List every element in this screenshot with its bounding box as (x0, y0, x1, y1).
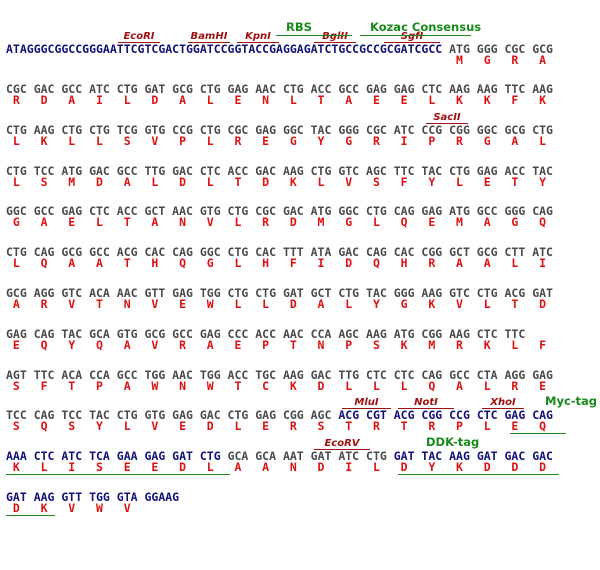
dna-sequence-line: GAG CAG TAC GCA GTG GCG GCC GAG CCC ACC … (6, 328, 525, 340)
protein-translation-line: A R V T N V E W L L D A L Y G K V L T D (6, 297, 547, 311)
protein-translation-line: G A E L T A N V L R D M G L Q E M A G Q (6, 215, 547, 230)
dna-segment: ACG CGT ACG CGG CCG CTC GAG CAG (338, 408, 553, 423)
restriction-site-label: KpnI (245, 31, 271, 42)
restriction-site-label: SacII (433, 111, 461, 123)
restriction-site-label: EcoRV (324, 438, 360, 450)
restriction-site-label: SgfI (400, 31, 424, 42)
dna-segment: GGC GCC GAG CTC ACC GCT AAC GTG CTG CGC … (6, 204, 553, 219)
protein-translation-line: L Q A A T H Q G L H F I D Q H R A A L I (6, 256, 547, 271)
dna-sequence-line: CTG CAG GCG GCC ACG CAC CAG GGC CTG CAC … (6, 246, 553, 258)
feature-underline (360, 35, 471, 36)
restriction-site-underline (237, 42, 279, 43)
dna-sequence-line: AAA CTC ATC TCA GAA GAG GAT CTG GCA GCA … (6, 450, 553, 462)
dna-sequence-line: ATAGGGCGGCCGGGAATTCGTCGACTGGATCCGGTACCGA… (6, 43, 553, 55)
dna-segment: AGT TTC ACA CCA GCC TGG AAC TGG ACC TGC … (6, 367, 553, 382)
protein-translation-line: R D A I L D A L E N L T A E E L K K F K (6, 93, 547, 107)
protein-tag-underline (6, 474, 230, 476)
restriction-site-label: NotI (414, 397, 438, 409)
restriction-site-underline (314, 42, 356, 43)
protein-translation-line: K L I S E E D L A A N D I L D Y K D D D (6, 460, 547, 475)
feature-label: Myc-tag (545, 394, 598, 409)
dna-sequence-line: TCC CAG TCC TAC CTG GTG GAG GAC CTG GAG … (6, 409, 553, 421)
feature-underline (276, 35, 352, 36)
dna-segment: ATAGGGCGGCCGGGAATTCGTCGACTGGATCCGGTACCGA… (6, 42, 443, 56)
dna-segment: CGC GAC GCC ATC CTG GAT GCG CTG GAG AAC … (6, 82, 553, 96)
protein-tag-underline (398, 474, 559, 476)
dna-segment: GAT TAC AAG GAT GAC GAC (393, 449, 553, 464)
dna-sequence-line: CGC GAC GCC ATC CTG GAT GCG CTG GAG AAC … (6, 83, 553, 95)
restriction-site-underline (314, 449, 370, 451)
dna-segment: GCA GCA AAT GAT ATC CTG (227, 449, 394, 464)
dna-sequence-line: GCG AGG GTC ACA AAC GTT GAG TGG CTG CTG … (6, 287, 553, 299)
protein-translation-line: M G R A (6, 53, 547, 67)
dna-sequence-line: CTG TCC ATG GAC GCC TTG GAC CTC ACC GAC … (6, 165, 553, 177)
dna-sequence-line: GGC GCC GAG CTC ACC GCT AAC GTG CTG CGC … (6, 205, 553, 217)
restriction-site-label: EcoRI (123, 31, 155, 42)
restriction-site-underline (482, 408, 524, 410)
protein-translation-line: S Q S Y L V E D L E R S T R T R P L E Q (6, 419, 547, 434)
dna-sequence-line: GAT AAG GTT TGG GTA GGAAG (6, 491, 179, 503)
restriction-site-label: BamHI (190, 31, 228, 42)
restriction-site-label: MluI (354, 397, 379, 409)
dna-segment: CTG CAG GCG GCC ACG CAC CAG GGC CTG CAC … (6, 245, 553, 260)
dna-segment: CTG TCC ATG GAC GCC TTG GAC CTC ACC GAC … (6, 163, 553, 178)
restriction-site-label: BglII (322, 31, 348, 42)
feature-label: RBS (286, 20, 312, 34)
protein-tag-underline (6, 515, 55, 516)
feature-label: DDK-tag (426, 435, 480, 450)
protein-translation-line: E Q Y Q A V R A E P T N P S K M R K L F (6, 337, 547, 352)
dna-sequence-line: CTG AAG CTG CTG TCG GTG CCG CTG CGC GAG … (6, 124, 553, 136)
dna-segment: GAT AAG GTT TGG GTA GGAAG (6, 490, 180, 504)
dna-segment: TCC CAG TCC TAC CTG GTG GAG GAC CTG GAG … (6, 408, 339, 423)
protein-translation-line: L K L L S V P L R E G Y G R I P R G A L (6, 133, 547, 148)
restriction-site-label: XhoI (490, 397, 516, 409)
dna-segment: GCG AGG GTC ACA AAC GTT GAG TGG CTG CTG … (6, 286, 553, 300)
restriction-site-underline (342, 408, 391, 410)
protein-tag-underline (510, 433, 566, 435)
protein-translation-line: L S M D A L D L T D K L V S F Y L E T Y (6, 174, 547, 189)
dna-segment: AAA CTC ATC TCA GAA GAG GAT CTG (6, 449, 228, 464)
dna-segment: CTG AAG CTG CTG TCG GTG CCG CTG CGC GAG … (6, 122, 553, 137)
dna-segment: GAG CAG TAC GCA GTG GCG GCC GAG CCC ACC … (6, 326, 526, 341)
restriction-site-underline (398, 408, 454, 410)
restriction-site-underline (426, 122, 468, 124)
dna-sequence-line: AGT TTC ACA CCA GCC TGG AAC TGG ACC TGC … (6, 369, 553, 381)
restriction-site-underline (188, 42, 230, 43)
protein-translation-line: S F T P A W N W T C K D L L L Q A L R E (6, 378, 547, 393)
dna-segment: ATG GGG CGC GCG (442, 42, 553, 56)
restriction-site-underline (118, 42, 160, 43)
protein-translation-line: D K V W V (6, 501, 131, 515)
feature-label: Kozac Consensus (370, 20, 482, 34)
restriction-site-underline (384, 42, 440, 43)
